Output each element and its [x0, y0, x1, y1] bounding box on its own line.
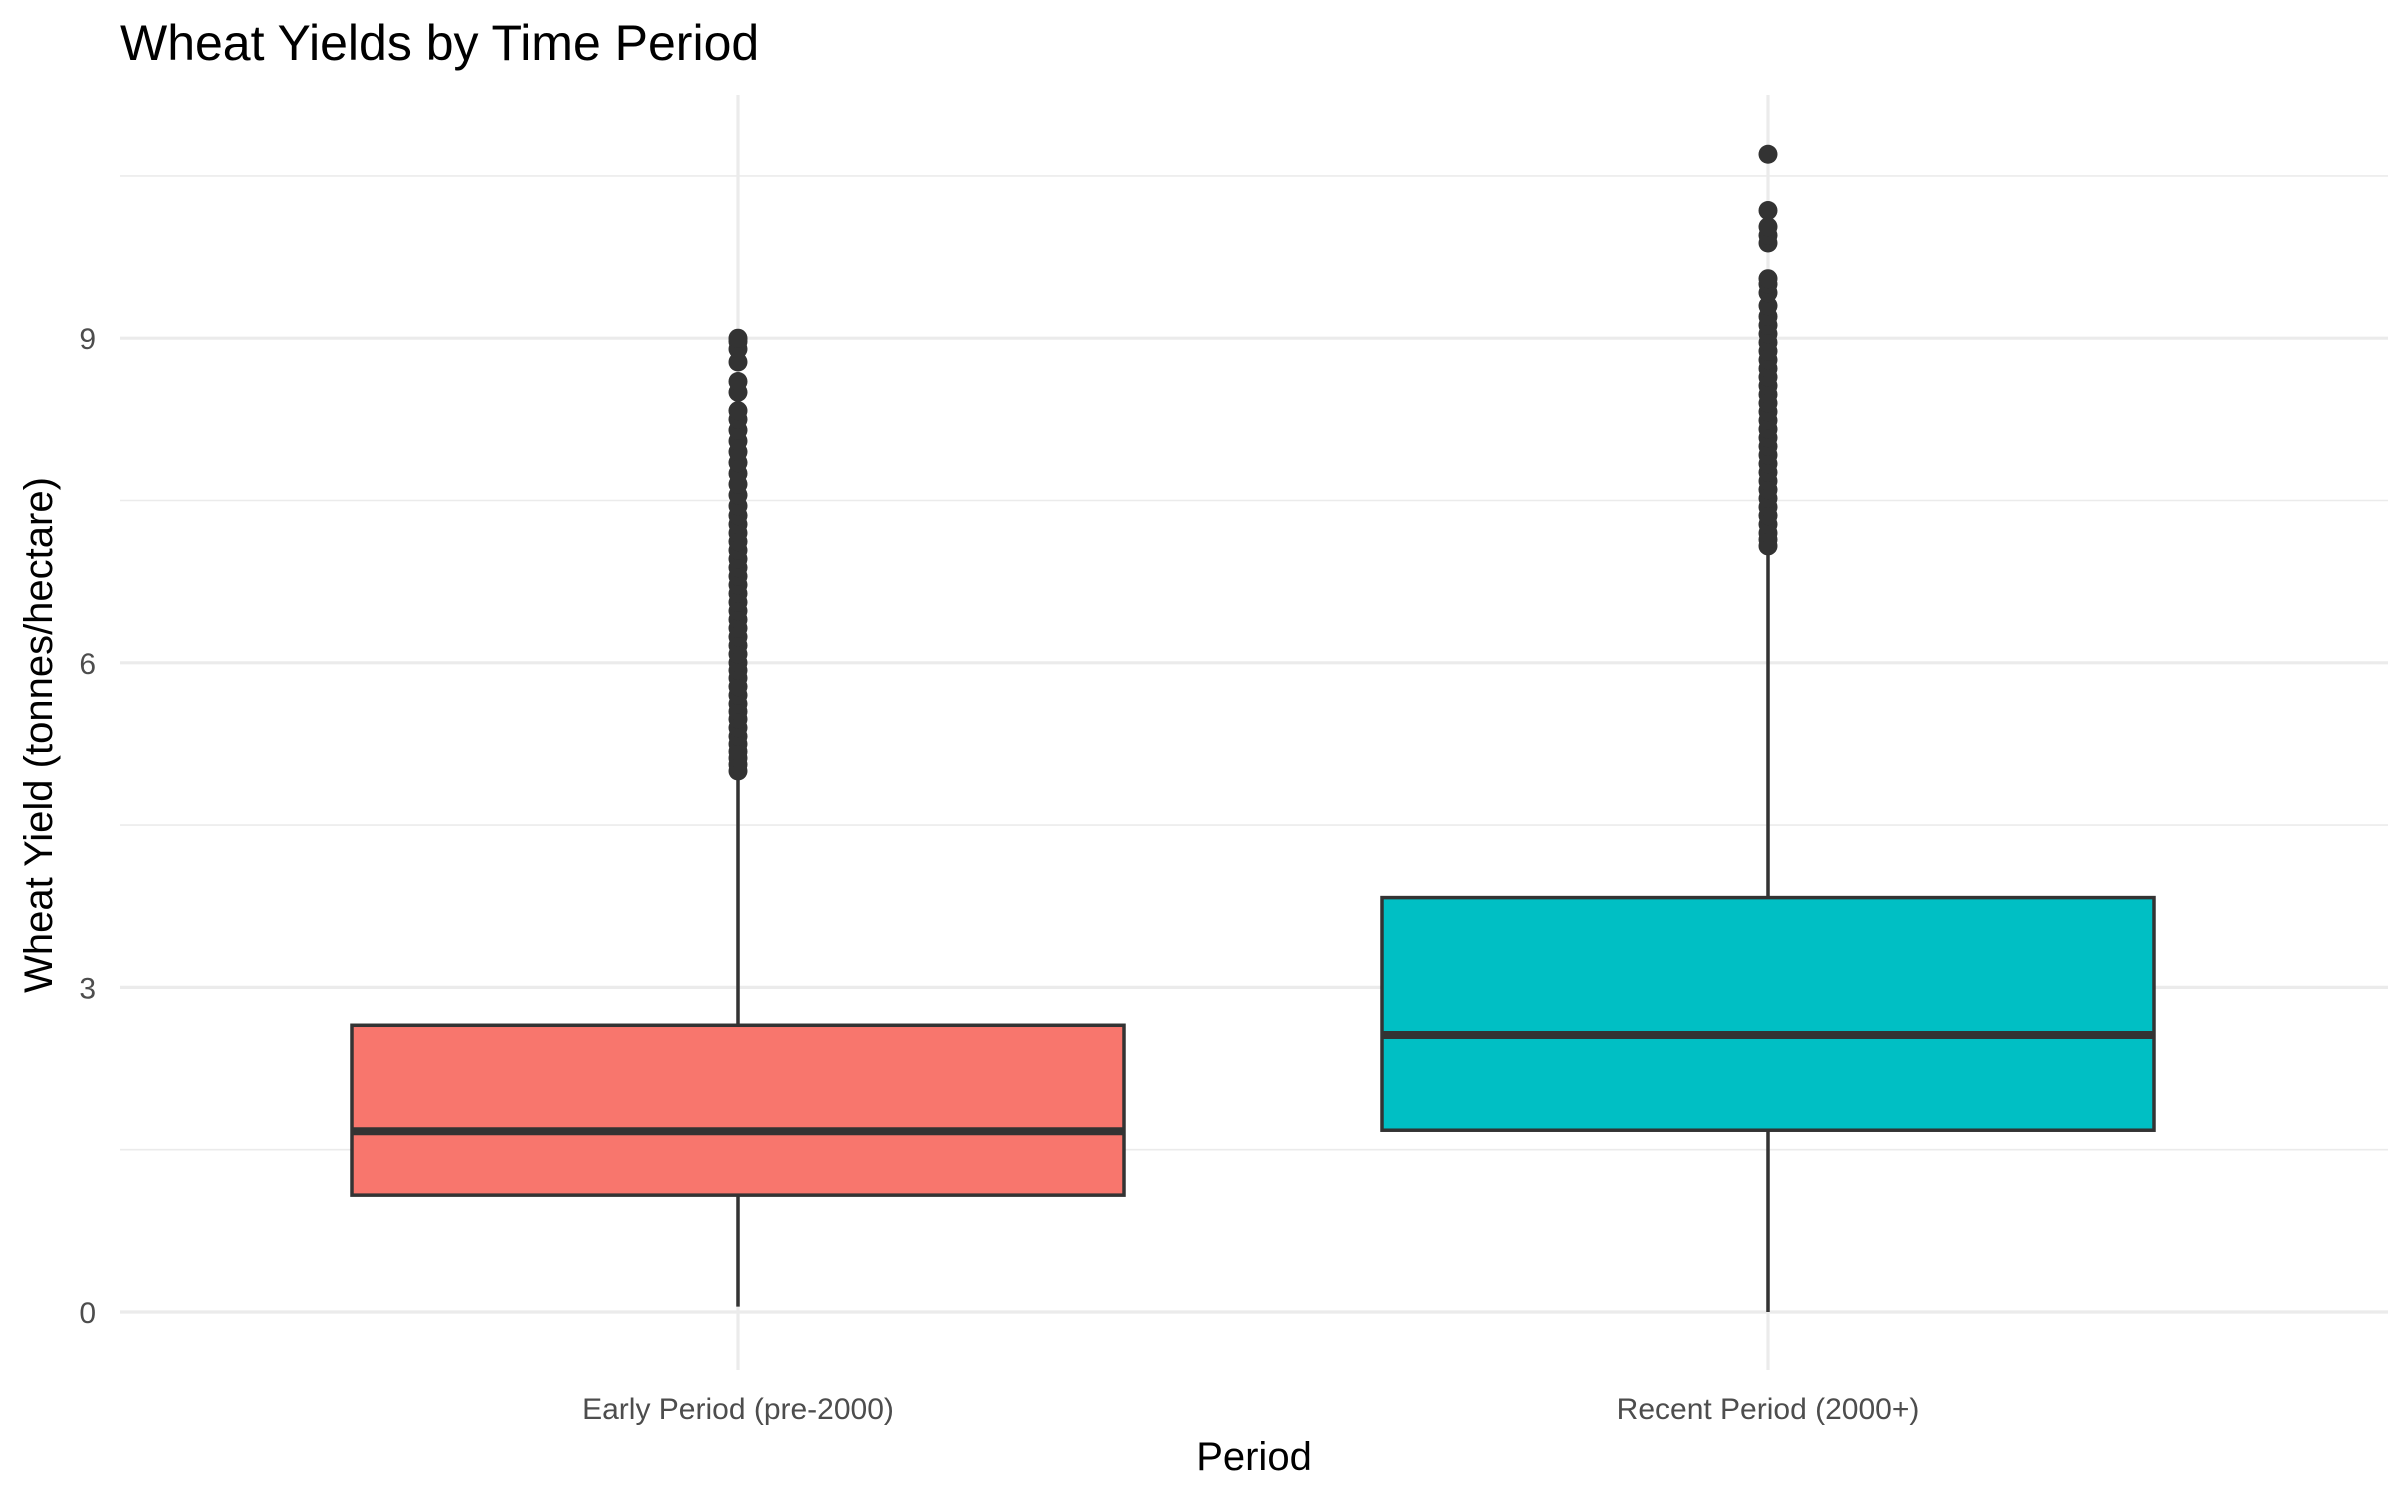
y-tick-label: 9 [79, 323, 96, 356]
x-tick-label-early: Early Period (pre-2000) [582, 1393, 894, 1426]
x-axis-title: Period [1196, 1435, 1312, 1479]
outlier-point [1758, 144, 1778, 164]
outlier-point [1758, 217, 1778, 237]
y-tick-label: 3 [79, 972, 96, 1005]
y-tick-label: 6 [79, 648, 96, 681]
outlier-point [728, 328, 748, 348]
x-tick-label-recent: Recent Period (2000+) [1617, 1393, 1920, 1426]
boxes [350, 144, 2156, 1312]
outlier-point [728, 401, 748, 421]
y-tick-label: 0 [79, 1297, 96, 1330]
outlier-point [1758, 269, 1778, 289]
y-tick-labels: 0 3 6 9 [79, 323, 96, 1330]
iqr-box [350, 1023, 1126, 1197]
iqr-box [1380, 895, 2156, 1132]
box-0 [350, 328, 1126, 1307]
outlier-point [1758, 201, 1778, 221]
box-1 [1380, 144, 2156, 1312]
outlier-point [728, 352, 748, 372]
y-axis-title: Wheat Yield (tonnes/hectare) [17, 477, 61, 993]
chart-title: Wheat Yields by Time Period [120, 15, 759, 71]
outlier-point [728, 371, 748, 391]
outlier-point [1758, 296, 1778, 316]
